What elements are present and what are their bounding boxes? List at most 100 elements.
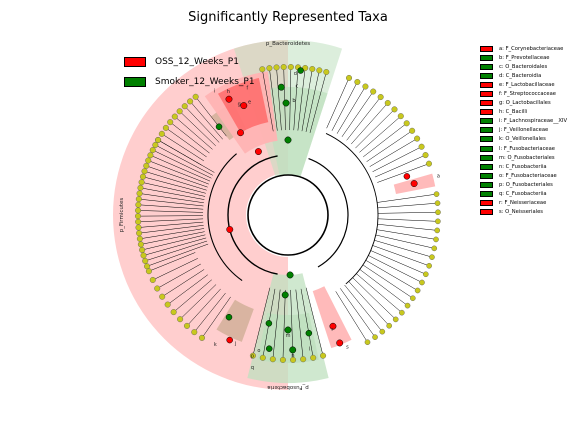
leaf-node [280, 64, 287, 71]
taxa-legend-item: d: C_Bacteroidia [480, 71, 567, 80]
biomarker-node [215, 123, 223, 130]
leaf-node [138, 179, 145, 186]
leaf-node [187, 98, 194, 105]
leaf-node [162, 124, 169, 131]
leaf-node [434, 227, 441, 234]
taxa-legend-item: b: F_Prevotellaceae [480, 53, 567, 62]
leaf-node [139, 246, 146, 253]
root-ring [247, 174, 329, 256]
branch [346, 96, 381, 141]
leaf-node [429, 254, 435, 260]
leaf-node [167, 119, 174, 126]
leaf-node [346, 74, 353, 81]
taxa-legend-item: q: C_Fusobacteriia [480, 190, 567, 199]
taxa-legend-label: j: F_Veillonellaceae [499, 127, 549, 134]
branch [351, 102, 388, 145]
biomarker-node [226, 336, 233, 344]
branch [376, 229, 437, 240]
biomarker-node [297, 67, 304, 74]
branch [155, 144, 213, 176]
branch [179, 284, 217, 320]
leaf-node [354, 78, 361, 85]
leaf-node [159, 293, 166, 300]
taxa-legend-item: s: O_Neisseriales [480, 208, 567, 217]
leaf-node [139, 173, 146, 180]
branch [138, 204, 204, 210]
leaf-node [149, 147, 156, 154]
taxa-legend-item: f: F_Streptococcaceae [480, 89, 567, 98]
leaf-node [140, 252, 147, 259]
taxa-legend-swatch [480, 81, 493, 88]
leaf-node [143, 162, 150, 169]
branch [162, 269, 205, 297]
leaf-node [154, 285, 161, 292]
leaf-node [323, 69, 330, 76]
leaf-node [181, 103, 188, 110]
group-legend: OSS_12_Weeks_P1 Smoker_12_Weeks_P1 [124, 52, 255, 92]
clade-letter-label: a [437, 174, 440, 180]
branch [359, 115, 401, 153]
veillonella-shade [216, 299, 254, 342]
branch [138, 218, 204, 223]
leaf-node [433, 236, 439, 243]
leaf-node [410, 295, 416, 301]
branch [359, 269, 408, 306]
taxa-legend-swatch [480, 63, 493, 70]
phylum-label: p_Firmicutes [119, 198, 125, 233]
clade-letter-label: f [246, 85, 248, 91]
branch [300, 288, 314, 358]
branch [157, 263, 201, 289]
clostridia-arc [207, 153, 243, 281]
leaf-node [384, 99, 391, 106]
leaf-node [259, 66, 266, 73]
biomarker-node [284, 136, 292, 144]
biomarker-node [240, 102, 248, 110]
leaf-node [372, 334, 378, 340]
group-legend-label: Smoker_12_Weeks_P1 [155, 77, 255, 87]
leaf-node [135, 218, 142, 225]
branch [369, 138, 418, 167]
branch [372, 245, 430, 267]
leaf-node [422, 152, 429, 159]
branch [194, 292, 226, 333]
chart-title: Significantly Represented Taxa [188, 10, 388, 25]
branch [262, 69, 274, 132]
biomarker-node [237, 129, 244, 137]
branch [326, 77, 350, 129]
branch [148, 160, 209, 185]
branch [375, 234, 435, 249]
leaf-node [177, 316, 184, 323]
taxa-legend-label: n: C_Fusobacteriia [499, 163, 547, 170]
leaf-node [310, 354, 317, 361]
leaf-node [433, 191, 440, 197]
bacilli-shade [204, 71, 278, 154]
firmicutes-arc [227, 155, 278, 275]
leaf-node [198, 334, 205, 341]
branch [170, 121, 210, 154]
branch [145, 240, 208, 262]
leaf-node [136, 190, 143, 197]
clade-letter-label: e [248, 99, 251, 105]
branch [174, 116, 213, 150]
branch [252, 287, 271, 356]
taxa-legend-label: i: F_Lachnospiraceae__XIV [499, 118, 568, 125]
branch [139, 193, 204, 204]
clade-letter-label: g [238, 101, 241, 107]
leaf-node [176, 108, 183, 115]
branch [146, 243, 209, 267]
taxa-legend-label: b: F_Prevotellaceae [499, 54, 550, 61]
leaf-node [171, 113, 178, 120]
branch [340, 288, 376, 338]
branch [372, 146, 422, 172]
clade-letter-label: i [214, 88, 215, 94]
leaf-node [403, 120, 410, 127]
branch [305, 70, 320, 132]
branch [377, 163, 430, 183]
leaf-node [426, 262, 432, 269]
branch [335, 291, 368, 343]
taxa-legend-label: s: O_Neisseriales [499, 209, 543, 216]
taxa-legend-label: c: O_Bacteroidales [499, 63, 548, 70]
leaf-node [191, 329, 198, 336]
clade-letter-label: o [257, 348, 260, 354]
leaf-node [397, 113, 404, 120]
